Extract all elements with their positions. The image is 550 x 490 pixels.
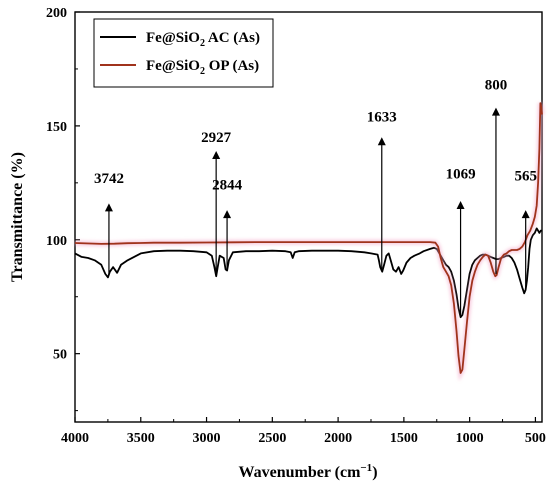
annotation-arrowhead — [377, 137, 386, 146]
legend: Fe@SiO2 AC (As) Fe@SiO2 OP (As) — [93, 18, 274, 88]
plot-frame — [74, 11, 543, 423]
x-axis: 4000 3500 3000 2500 2000 1500 1000 500 — [61, 417, 546, 446]
annotation-label: 800 — [485, 77, 508, 93]
annotation-arrowhead — [491, 107, 500, 116]
y-axis: 50 100 150 200 — [46, 6, 80, 412]
annotation-label: 1069 — [446, 166, 476, 182]
x-tick-label: 2000 — [324, 431, 352, 446]
legend-label-op: Fe@SiO2 OP (As) — [146, 58, 259, 77]
annotation-arrowhead — [456, 201, 465, 210]
y-tick-label: 200 — [46, 6, 67, 21]
annotation-arrowhead — [223, 210, 232, 219]
y-tick-label: 100 — [46, 234, 67, 249]
annotation-label: 565 — [514, 169, 537, 185]
y-tick-label: 150 — [46, 120, 67, 135]
annotation-label: 3742 — [94, 171, 124, 187]
series-op-glow — [74, 102, 545, 382]
y-axis-title: Transmittance (%) — [9, 152, 26, 282]
annotation-label: 2927 — [201, 130, 232, 146]
series-ac-line — [74, 227, 542, 319]
legend-label-ac: Fe@SiO2 AC (As) — [146, 30, 260, 49]
x-axis-title: Wavenumber (cm−1) — [238, 462, 377, 481]
x-tick-label: 1500 — [390, 431, 418, 446]
series-layer — [74, 102, 545, 382]
annotation-label: 1633 — [367, 109, 397, 125]
y-tick-label: 50 — [53, 348, 67, 363]
annotation-label: 2844 — [212, 178, 243, 194]
series-op-line — [74, 102, 543, 374]
x-tick-label: 1000 — [456, 431, 484, 446]
annotation-arrowhead — [212, 150, 221, 159]
annotation-arrowhead — [104, 203, 113, 212]
x-tick-label: 2500 — [258, 431, 286, 446]
annotation-arrowhead — [521, 210, 530, 219]
x-tick-label: 3000 — [193, 431, 221, 446]
x-tick-label: 4000 — [61, 431, 89, 446]
annotation-layer: 3742 2927 2844 1633 1069 800 565 — [94, 77, 537, 315]
x-tick-label: 3500 — [127, 431, 155, 446]
legend-box — [93, 18, 274, 88]
x-tick-label: 500 — [525, 431, 546, 446]
